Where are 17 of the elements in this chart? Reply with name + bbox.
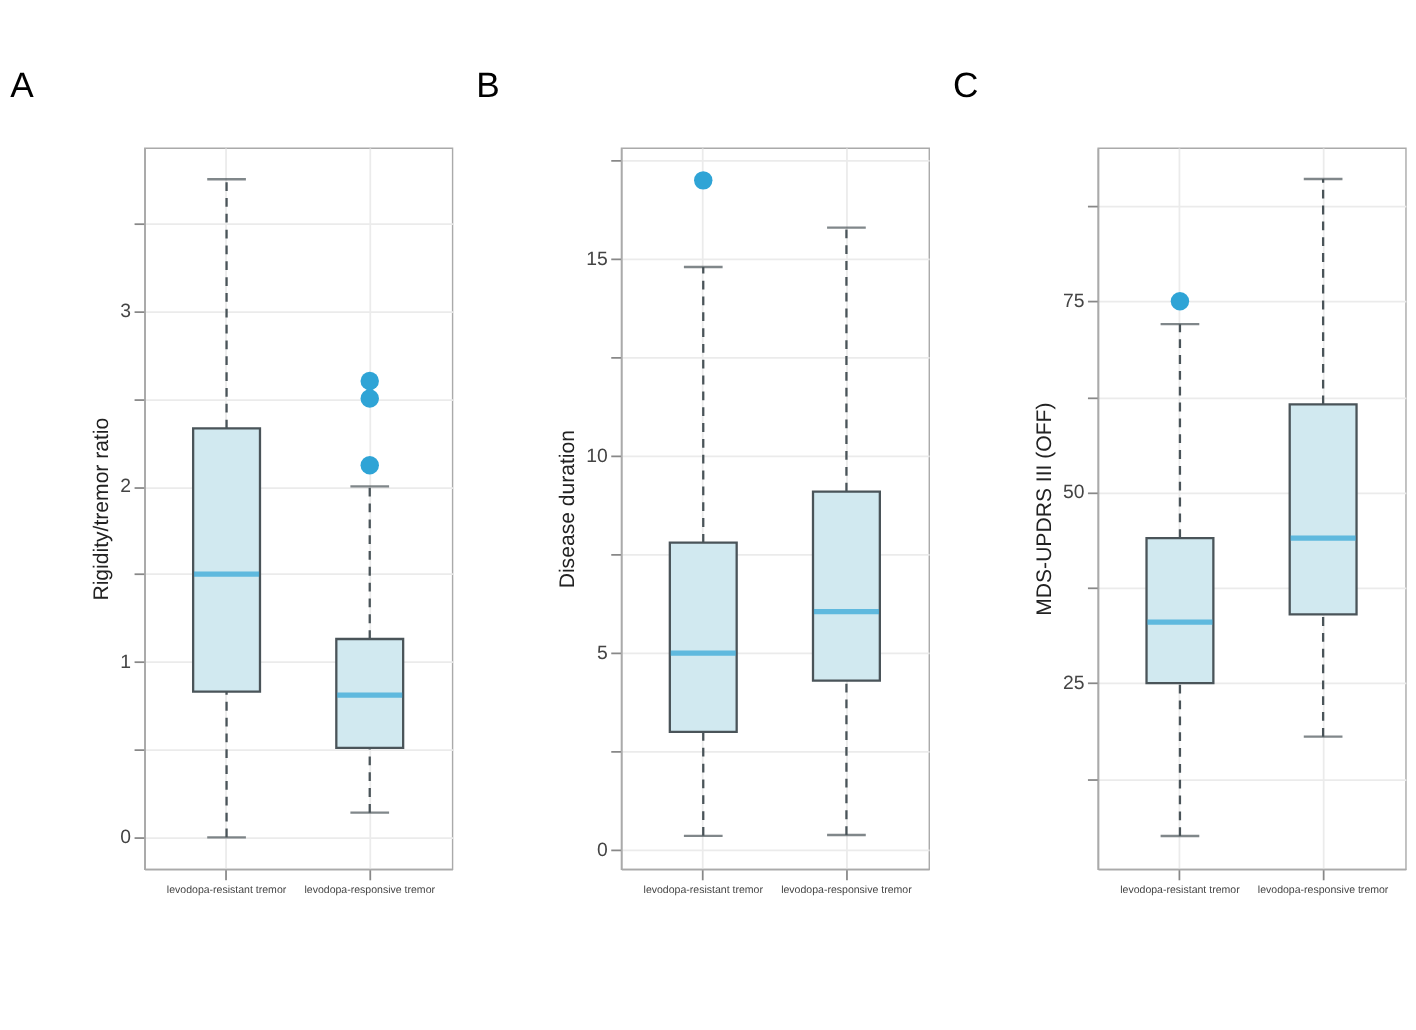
y-tick-label: 25: [1062, 673, 1085, 696]
y-tick-label: 2: [120, 476, 132, 499]
chart-title: C: [952, 64, 979, 105]
y-tick-label: 3: [120, 301, 132, 324]
chart-title: A: [10, 64, 35, 105]
y-tick-label: 1: [120, 651, 132, 674]
y-axis-title: Rigidity/tremor ratio: [89, 417, 114, 601]
y-axis-title: Disease duration: [555, 429, 580, 589]
y-tick-label: 50: [1062, 482, 1085, 505]
y-axis-title: MDS-UPDRS III (OFF): [1032, 402, 1057, 616]
y-tick-label: 5: [596, 643, 608, 666]
y-tick-label: 15: [586, 249, 608, 272]
y-tick-label: 0: [120, 827, 132, 850]
y-tick-label: 75: [1062, 291, 1085, 314]
chart-title: B: [476, 64, 500, 105]
y-tick-label: 0: [596, 840, 608, 863]
y-tick-label: 10: [586, 446, 608, 469]
